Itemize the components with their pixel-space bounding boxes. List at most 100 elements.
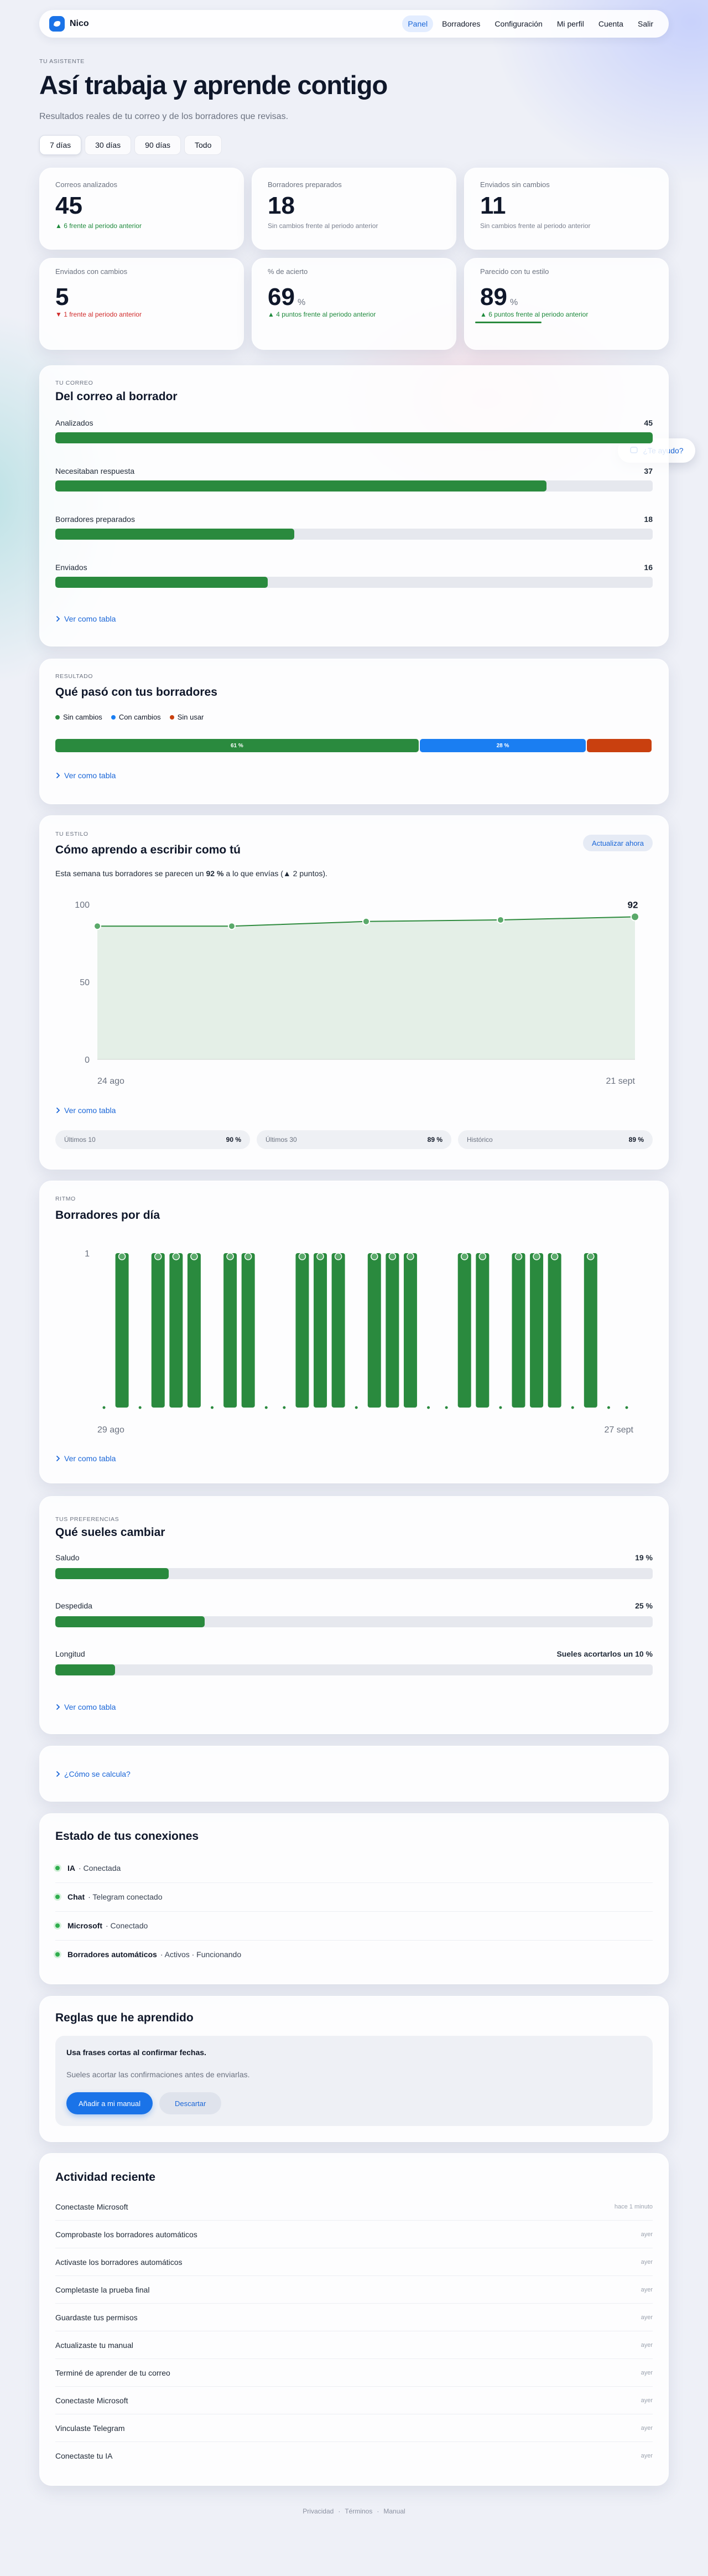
nav-links: Panel Borradores Configuración Mi perfil Cue… [402,15,659,32]
activity-time: hace 1 minuto [614,2203,653,2210]
funnel-card: TU CORREO Del correo al borrador Analizado… [39,365,669,646]
stat-value-row: 45 [55,192,228,220]
discard-button[interactable]: Descartar [159,2092,222,2114]
bar-track [55,1568,653,1579]
link-text: Ver como tabla [64,1703,116,1711]
window-pills: Últimos 10 90 % Últimos 30 89 % Histórico 89 … [55,1130,653,1149]
bar [548,1253,561,1408]
nav-link[interactable]: Salir [637,19,653,28]
footer-link[interactable]: Privacidad [303,2507,334,2515]
bar-cap [550,1253,559,1260]
legend-item: Con cambios [111,712,161,723]
segment-label: 28 % [496,742,509,749]
status-dot [55,1923,60,1928]
preferences-card: TUS PREFERENCIAS Qué sueles cambiar Saludo… [39,1496,669,1734]
bar-segment: 61 % [55,739,419,752]
bar [584,1253,597,1408]
connection-item: Chat · Telegram conectado [55,1890,653,1912]
table-link[interactable]: Ver como tabla [55,1105,653,1116]
nav-link[interactable]: Borradores [442,19,481,28]
stat-value: 89 [480,283,507,311]
nav-link[interactable]: Configuración [494,19,543,28]
summary-text: a lo que envías (▲ 2 puntos). [226,869,327,878]
activity-text: Terminé de aprender de tu correo [55,2368,170,2377]
activity-item: Terminé de aprender de tu correo ayer [55,2367,653,2387]
chevron-icon [56,773,60,778]
bar-cap [226,1253,234,1260]
activity-text: Guardaste tus permisos [55,2313,138,2322]
rule-detail: Sueles acortar las confirmaciones antes … [66,2070,250,2079]
stat-card: Enviados sin cambios 11 Sin cambios frente… [464,168,669,250]
row-label: Despedida [55,1601,92,1610]
table-link[interactable]: ¿Cómo se calcula? [55,1768,653,1780]
bar [223,1253,237,1408]
activity-text: Vinculaste Telegram [55,2424,125,2433]
chevron-path [56,1456,60,1461]
legend-swatch [169,715,174,720]
window-label: Últimos 10 [64,1136,96,1144]
eyebrow: TU CORREO [55,380,93,386]
update-button[interactable]: Actualizar ahora [583,835,653,851]
brand[interactable]: Nico [49,16,89,32]
window-label: Últimos 30 [266,1136,297,1144]
row-label: Saludo [55,1553,80,1562]
zero-dot [102,1406,106,1409]
bar-segment: 28 % [419,739,586,752]
period-option[interactable]: 7 días [39,135,82,155]
stat-underline [475,322,542,323]
zero-dot [445,1406,448,1409]
table-link[interactable]: Ver como tabla [55,613,653,624]
stat-delta: Sin cambios frente al periodo anterior [268,222,378,230]
connection-item: IA · Conectada [55,1861,653,1883]
zero-dot [211,1406,214,1409]
bar-cap [460,1253,468,1260]
bar-cap [298,1253,306,1260]
y-tick-label: 0 [85,1056,90,1065]
bar-cap [172,1253,180,1260]
connection-item: Borradores automáticos · Activos · Funcio… [55,1948,653,1961]
activity-item: Guardaste tus permisos ayer [55,2311,653,2331]
footer-link[interactable]: Manual [383,2507,405,2515]
stat-value: 69 [268,283,295,311]
bar-cap [244,1253,252,1260]
bar [457,1253,471,1408]
bar [403,1253,417,1408]
bar [530,1253,544,1408]
connection-status: · Telegram conectado [88,1892,163,1901]
bar [314,1253,327,1408]
calc-card: ¿Cómo se calcula? [39,1746,669,1802]
stat-label: Correos analizados [55,180,118,189]
activity-text: Conectaste tu IA [55,2451,113,2460]
chevron-icon [56,1108,60,1113]
connection-name: Microsoft [67,1921,102,1930]
stat-value-row: 5 [55,283,228,312]
zero-dot [264,1406,268,1409]
table-link[interactable]: Ver como tabla [55,1453,653,1464]
zero-dot [625,1406,628,1409]
table-link[interactable]: Ver como tabla [55,1701,653,1713]
row-value: 18 [644,515,653,524]
nav-link[interactable]: Panel [402,15,434,32]
table-link[interactable]: Ver como tabla [55,770,653,781]
link-text: ¿Cómo se calcula? [64,1770,131,1778]
status-dot [55,1952,60,1957]
activity-time: ayer [641,2314,653,2321]
link-text: Ver como tabla [64,1106,116,1115]
activity-time: ayer [641,2231,653,2238]
window-value: 89 % [628,1136,644,1144]
section-title: Reglas que he aprendido [55,2011,194,2024]
add-button[interactable]: Añadir a mi manual [66,2092,153,2114]
period-option[interactable]: Todo [184,135,222,155]
connections-card: Estado de tus conexiones IA · Conectada Cha… [39,1813,669,1984]
period-option[interactable]: 30 días [85,135,132,155]
bar-cap [316,1253,324,1260]
stat-card: Borradores preparados 18 Sin cambios frent… [252,168,456,250]
bar [55,1664,115,1675]
stat-value-row: 11 [480,192,653,220]
nav-link[interactable]: Mi perfil [556,19,584,28]
period-option[interactable]: 90 días [134,135,181,155]
bar [512,1253,525,1408]
footer-link[interactable]: Términos [345,2507,373,2515]
nav-link[interactable]: Cuenta [598,19,623,28]
chevron-path [56,773,60,778]
